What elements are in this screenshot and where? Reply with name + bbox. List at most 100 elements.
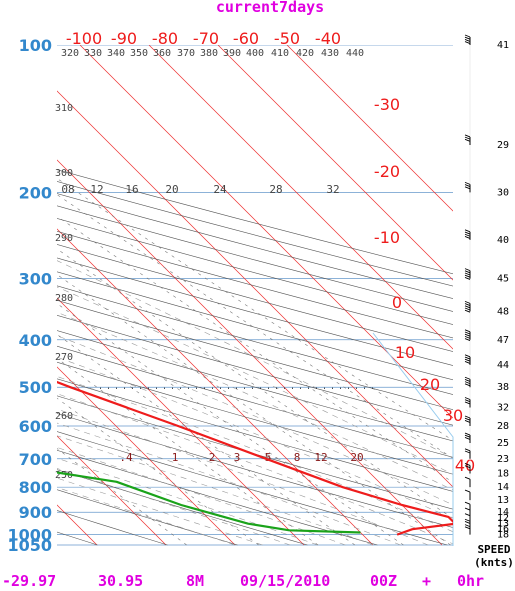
pressure-label: 500 xyxy=(19,378,52,397)
theta-label: 330 xyxy=(84,48,102,59)
barb-flag xyxy=(464,465,471,469)
barb-flag xyxy=(464,507,471,511)
barb-flag xyxy=(464,361,471,364)
dry-adiabat xyxy=(57,449,378,546)
wind-speed-label: 44 xyxy=(497,360,509,371)
footer-date: 09/15/2010 xyxy=(240,572,330,590)
wind-barb xyxy=(464,448,471,459)
isotherm xyxy=(57,366,236,546)
barb-flag xyxy=(464,186,471,190)
wind-speed-label: 32 xyxy=(497,403,509,414)
moist-adiabat xyxy=(57,260,453,459)
mixing-ratio-line xyxy=(57,358,319,546)
theta-label: 440 xyxy=(346,48,364,59)
barb-flag xyxy=(464,419,471,423)
footer-elev: 8M xyxy=(186,572,204,590)
wind-speed-label: 40 xyxy=(497,235,509,246)
barb-flag xyxy=(464,270,471,274)
wind-speed-label: 18 xyxy=(497,530,509,541)
theta-label: 360 xyxy=(153,48,171,59)
moist-adiabat xyxy=(57,311,453,491)
wind-speed-label: 13 xyxy=(497,519,509,530)
speed-label: SPEED xyxy=(477,543,510,556)
barb-flag xyxy=(464,268,471,272)
temp-label-top: -70 xyxy=(193,29,219,48)
barb-flag xyxy=(464,518,471,522)
mixing-ratio-label: 28 xyxy=(269,183,282,196)
mixing-ratio-label: 16 xyxy=(125,183,138,196)
wind-barb xyxy=(464,415,471,427)
temp-label-right: 30 xyxy=(443,406,463,425)
temp-label-top: -90 xyxy=(111,29,137,48)
barb-flag xyxy=(464,138,471,142)
mixing-ratio-label: 08 xyxy=(61,183,74,196)
mixing-ratio-line xyxy=(57,178,453,441)
barb-flag xyxy=(464,181,471,185)
wind-speed-label: 38 xyxy=(497,382,509,393)
dry-adiabat xyxy=(57,205,453,312)
temp-label-top: -60 xyxy=(233,29,259,48)
temperature-line xyxy=(57,380,453,536)
dry-adiabat xyxy=(57,469,308,546)
dry-adiabat xyxy=(57,193,453,299)
theta-label: 280 xyxy=(55,293,73,304)
pressure-label: 400 xyxy=(19,331,52,350)
theta-label: 420 xyxy=(296,48,314,59)
wind-barb xyxy=(464,229,471,240)
pressure-label: 1000 xyxy=(7,526,52,545)
wind-barb xyxy=(464,300,471,313)
dry-adiabat xyxy=(57,345,453,458)
barb-flag xyxy=(464,236,471,239)
wind-speed-label: 25 xyxy=(497,438,509,449)
footer-fcst: 0hr xyxy=(457,572,484,590)
barb-flag xyxy=(464,437,471,440)
dewpoint-line xyxy=(57,471,361,534)
barb-flag xyxy=(464,432,471,436)
dry-adiabat xyxy=(57,361,453,475)
barb-flag xyxy=(464,331,471,335)
grid-lines xyxy=(0,45,453,546)
barb-flag xyxy=(464,335,471,339)
barb-flag xyxy=(464,401,471,405)
wind-speed-label: 47 xyxy=(497,335,509,346)
theta-label: 260 xyxy=(55,411,73,422)
mixing-ratio-line xyxy=(57,303,404,546)
dry-adiabat xyxy=(57,413,453,528)
temp-label-right: -20 xyxy=(374,162,400,181)
temp-label-right: 20 xyxy=(420,375,440,394)
barb-flag xyxy=(464,338,471,342)
barb-flag xyxy=(464,513,471,517)
mixing-ratio-line xyxy=(57,215,453,483)
theta-label: 430 xyxy=(321,48,339,59)
temp-label-right: 40 xyxy=(455,456,475,475)
pressure-label: 1050 xyxy=(7,536,52,555)
moist-adiabat xyxy=(57,335,453,506)
barb-flag xyxy=(464,354,471,358)
wind-barb xyxy=(464,354,471,365)
barb-flag xyxy=(464,399,471,403)
barb-flag xyxy=(464,397,471,400)
barb-flag xyxy=(464,276,471,280)
isotherm xyxy=(0,45,28,545)
theta-label: 250 xyxy=(55,470,73,481)
dry-adiabat xyxy=(57,181,453,287)
temp-label-top: -40 xyxy=(315,29,341,48)
mixing-ratio-label: 12 xyxy=(90,183,103,196)
wind-speed-label: 18 xyxy=(497,468,509,479)
mixing-ratio-line xyxy=(57,334,356,546)
wind-speed-label: 16 xyxy=(497,524,509,535)
barb-flag xyxy=(464,356,471,360)
isotherm xyxy=(57,90,453,488)
wind-speed-label: 28 xyxy=(497,421,509,432)
wind-barb xyxy=(464,34,471,45)
mixing-ratio-label: .4 xyxy=(119,451,133,464)
barb-flag xyxy=(464,272,471,276)
wind-barb xyxy=(464,181,471,193)
dry-adiabat xyxy=(57,489,238,546)
speed-units: (knts) xyxy=(474,556,514,569)
theta-label: 390 xyxy=(223,48,241,59)
barb-flag xyxy=(464,383,471,387)
isotherm xyxy=(217,45,453,281)
theta-label: 300 xyxy=(55,168,73,179)
wind-barb xyxy=(464,507,471,519)
